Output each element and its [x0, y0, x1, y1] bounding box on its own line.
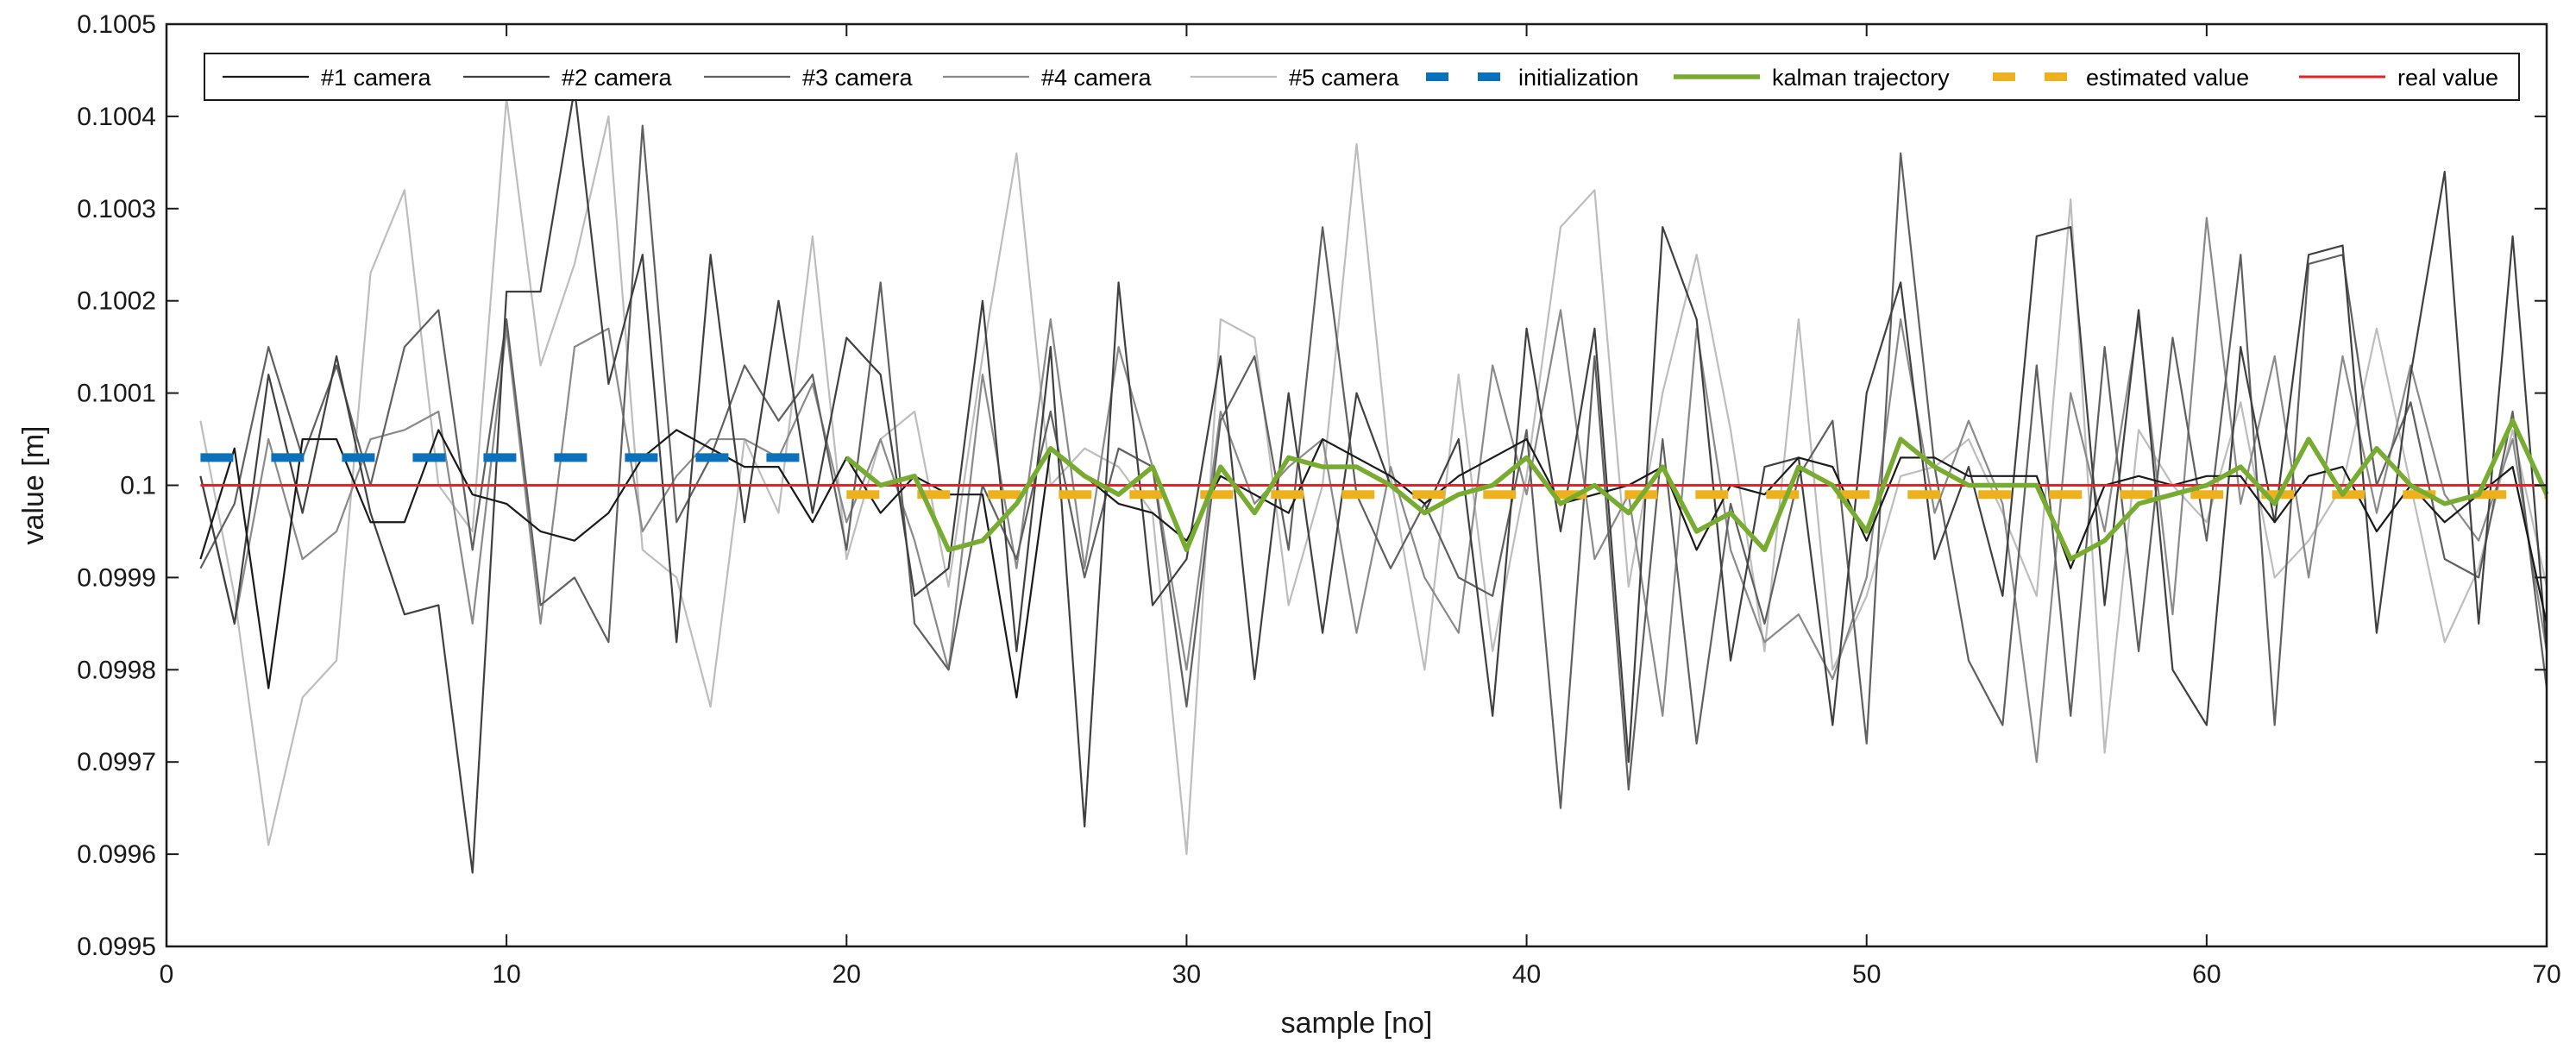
legend-label-3-camera: #3 camera	[802, 65, 914, 91]
y-tick-label: 0.1001	[77, 380, 156, 408]
legend: #1 camera #2 camera #3 camera #4 camera #5 c…	[204, 53, 2520, 101]
x-tick-label: 10	[492, 960, 520, 989]
legend-box	[204, 53, 2520, 101]
y-tick-label: 0.1003	[77, 195, 156, 223]
y-tick-label: 0.0996	[77, 840, 156, 869]
x-tick-label: 20	[832, 960, 861, 989]
legend-label-estimated-value: estimated value	[2086, 65, 2249, 91]
y-tick-label: 0.0999	[77, 563, 156, 592]
series-line-1-camera	[199, 429, 2548, 699]
y-axis-title: value [m]	[17, 426, 50, 545]
legend-label-5-camera: #5 camera	[1289, 65, 1400, 91]
y-tick-label: 0.0998	[77, 656, 156, 684]
x-axis-title: sample [no]	[1281, 1007, 1433, 1040]
x-tick-label: 60	[2192, 960, 2221, 989]
legend-label-4-camera: #4 camera	[1041, 65, 1153, 91]
y-tick-label: 0.1004	[77, 103, 156, 131]
legend-label-kalman-trajectory: kalman trajectory	[1772, 65, 1950, 91]
series-layer	[199, 87, 2549, 874]
series-line-kalman-trajectory	[845, 418, 2549, 562]
legend-label-initialization: initialization	[1518, 65, 1639, 91]
axes-layer: 0 10 20 30 40 50 60 70 0.0995 0.0996 0.0997 0.0998 0…	[77, 10, 2560, 989]
x-tick-label: 30	[1172, 960, 1201, 989]
y-tick-label: 0.0995	[77, 933, 156, 961]
y-tick-label: 0.1005	[77, 10, 156, 39]
y-tick-label: 0.1002	[77, 287, 156, 316]
x-tick-label: 50	[1852, 960, 1881, 989]
x-tick-label: 40	[1512, 960, 1541, 989]
x-tick-label: 70	[2532, 960, 2560, 989]
legend-label-real-value: real value	[2397, 65, 2498, 91]
series-line-4-camera	[199, 217, 2548, 764]
y-tick-label: 0.0997	[77, 748, 156, 776]
y-tick-label: 0.1	[120, 472, 156, 500]
legend-label-1-camera: #1 camera	[321, 65, 432, 91]
series-line-5-camera	[199, 97, 2548, 856]
legend-label-2-camera: #2 camera	[562, 65, 673, 91]
x-tick-label: 0	[160, 960, 174, 989]
series-line-2-camera	[199, 87, 2548, 874]
